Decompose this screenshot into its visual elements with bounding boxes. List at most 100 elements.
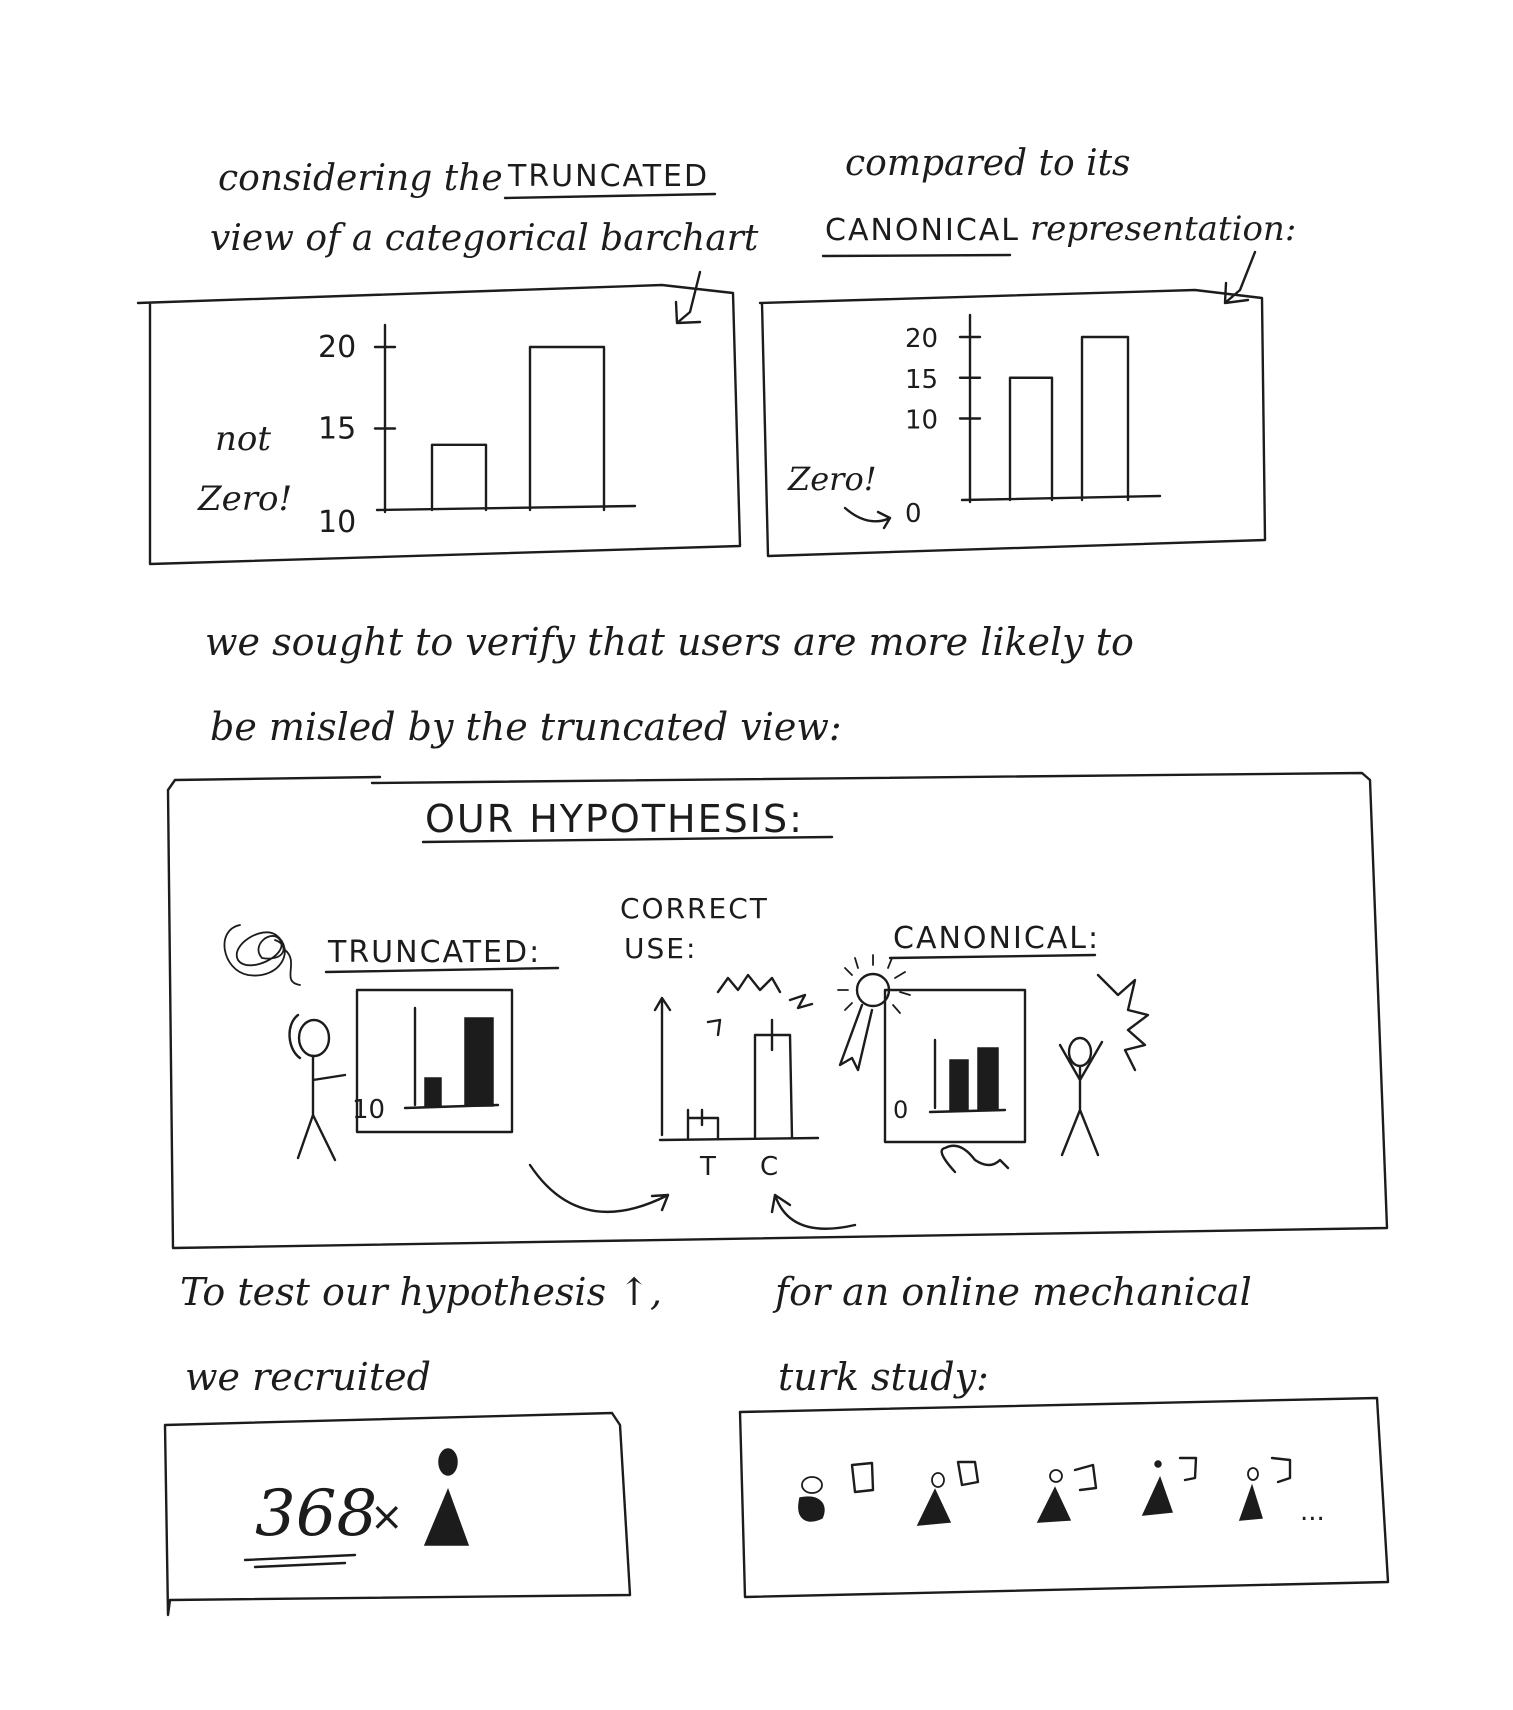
user-head: [801, 1476, 823, 1494]
person-head: [438, 1448, 458, 1476]
correct-use-bar-c: [753, 1018, 794, 1140]
category-t-label: T: [699, 1152, 718, 1182]
user-head: [1154, 1460, 1162, 1468]
user-body: [798, 1496, 825, 1522]
person-body: [1058, 1040, 1104, 1157]
bar: [430, 443, 488, 512]
user-screen: [956, 1460, 980, 1487]
title-underline: [421, 835, 834, 844]
user-body: [1036, 1486, 1072, 1523]
wave-scribble-icon: [940, 1144, 1010, 1174]
person-hand: [288, 1013, 302, 1060]
error-mark: [706, 1018, 722, 1037]
mturk-workers-box: ...: [738, 1396, 1390, 1599]
correct-use-bar-t: [686, 1108, 720, 1140]
intro-right-line1: compared to its: [845, 143, 1131, 184]
y-tick-label: 15: [905, 365, 938, 395]
x-axis: [960, 494, 1162, 502]
truncated-axis-tick: 10: [352, 1095, 385, 1125]
sparkle-icon: [1096, 973, 1150, 1072]
person-head: [1067, 1036, 1093, 1068]
not-zero-note-line2: Zero!: [197, 479, 292, 519]
y-tick-label: 10: [905, 406, 938, 436]
hypothesis-title: OUR HYPOTHESIS:: [425, 797, 804, 841]
correct-use-line2: USE:: [624, 932, 697, 965]
count-frame: [163, 1411, 632, 1617]
intro-right-text: compared to its CANONICAL representation…: [821, 143, 1296, 258]
intro-right-keyword: CANONICAL: [825, 213, 1020, 248]
award-ribbon-icon: [837, 954, 911, 1072]
computer-user-icon: [1036, 1463, 1098, 1523]
y-tick-label: 0: [905, 499, 922, 529]
y-tick-label: 15: [318, 412, 356, 447]
goal-line1: we sought to verify that users are more …: [205, 620, 1134, 664]
participant-count: 368: [255, 1477, 377, 1551]
recruit-left-line2: we recruited: [185, 1355, 431, 1399]
not-zero-note-line1: not: [215, 419, 271, 459]
category-c-label: C: [760, 1152, 780, 1182]
label-underline: [324, 966, 560, 974]
intro-left-line2: view of a categorical barchart: [210, 218, 759, 259]
person-body: [423, 1487, 470, 1546]
participant-count-box: 368 ×: [163, 1411, 632, 1617]
curved-arrow-icon: [770, 1193, 857, 1230]
down-left-arrow-icon: [674, 270, 702, 325]
truncated-label: TRUNCATED:: [327, 935, 541, 970]
person-body: [296, 1054, 347, 1162]
canonical-axis-tick: 0: [893, 1096, 908, 1124]
person-icon: [423, 1448, 470, 1546]
correct-use-y-axis: [653, 996, 672, 1137]
zero-note: Zero!: [787, 460, 877, 498]
computer-user-icon: [916, 1460, 980, 1526]
computer-user-icon: [1141, 1456, 1198, 1516]
user-body: [916, 1488, 952, 1526]
ribbon-tail: [838, 1003, 874, 1072]
recruit-left-line1: To test our hypothesis ↑,: [180, 1270, 662, 1314]
panel-frame: [758, 288, 1267, 558]
canonical-mini-chart-frame: [883, 988, 1027, 1144]
panel-frame: [136, 283, 742, 566]
more-ellipsis: ...: [1300, 1497, 1325, 1527]
user-screen: [850, 1461, 875, 1494]
bar: [528, 345, 606, 512]
y-tick-label: 20: [905, 324, 938, 354]
user-body: [1238, 1483, 1263, 1521]
recruit-right-line2: turk study:: [778, 1355, 989, 1399]
user-body: [1141, 1476, 1174, 1516]
canonical-bar-chart: 0 10 15 20: [905, 313, 1162, 529]
user-head: [931, 1472, 945, 1488]
person-icon: [1058, 1036, 1104, 1157]
person-icon: [288, 1013, 347, 1162]
truncated-mini-chart-frame: [355, 988, 514, 1134]
curved-arrow-icon: [843, 506, 892, 530]
mini-bar-t: [424, 1077, 442, 1107]
bar: [1008, 376, 1054, 502]
x-axis: [375, 504, 637, 512]
canonical-label: CANONICAL:: [893, 921, 1100, 956]
medal-rays: [837, 954, 911, 1014]
mini-bar-c: [464, 1017, 494, 1107]
label-underline: [888, 953, 1097, 960]
intro-left-text: considering the TRUNCATED view of a cate…: [210, 158, 759, 259]
computer-user-icon: [1238, 1456, 1292, 1521]
user-head: [1049, 1469, 1063, 1483]
truncated-bar-chart: 10 15 20: [318, 323, 637, 540]
canonical-chart-panel: Zero! 0 10 15 20: [758, 288, 1267, 558]
goal-line2: be misled by the truncated view:: [210, 705, 842, 749]
truncated-chart-panel: not Zero! 10 15 20: [136, 283, 742, 566]
intro-left-keyword: TRUNCATED: [507, 159, 709, 194]
user-screen: [1178, 1456, 1198, 1482]
y-tick-label: 20: [318, 330, 356, 365]
keyword-underline: [821, 253, 1012, 258]
recruit-right-line1: for an online mechanical: [772, 1270, 1252, 1314]
y-tick-label: 10: [318, 505, 356, 540]
correct-use-x-axis: [658, 1136, 820, 1142]
bar: [1080, 335, 1130, 502]
curved-arrow-icon: [528, 1163, 670, 1214]
sparkle-icon: [716, 973, 814, 1010]
mini-bar-c: [977, 1047, 999, 1111]
user-screen: [1073, 1463, 1098, 1492]
hypothesis-frame: [166, 771, 1389, 1250]
computer-user-icon: [798, 1461, 875, 1522]
